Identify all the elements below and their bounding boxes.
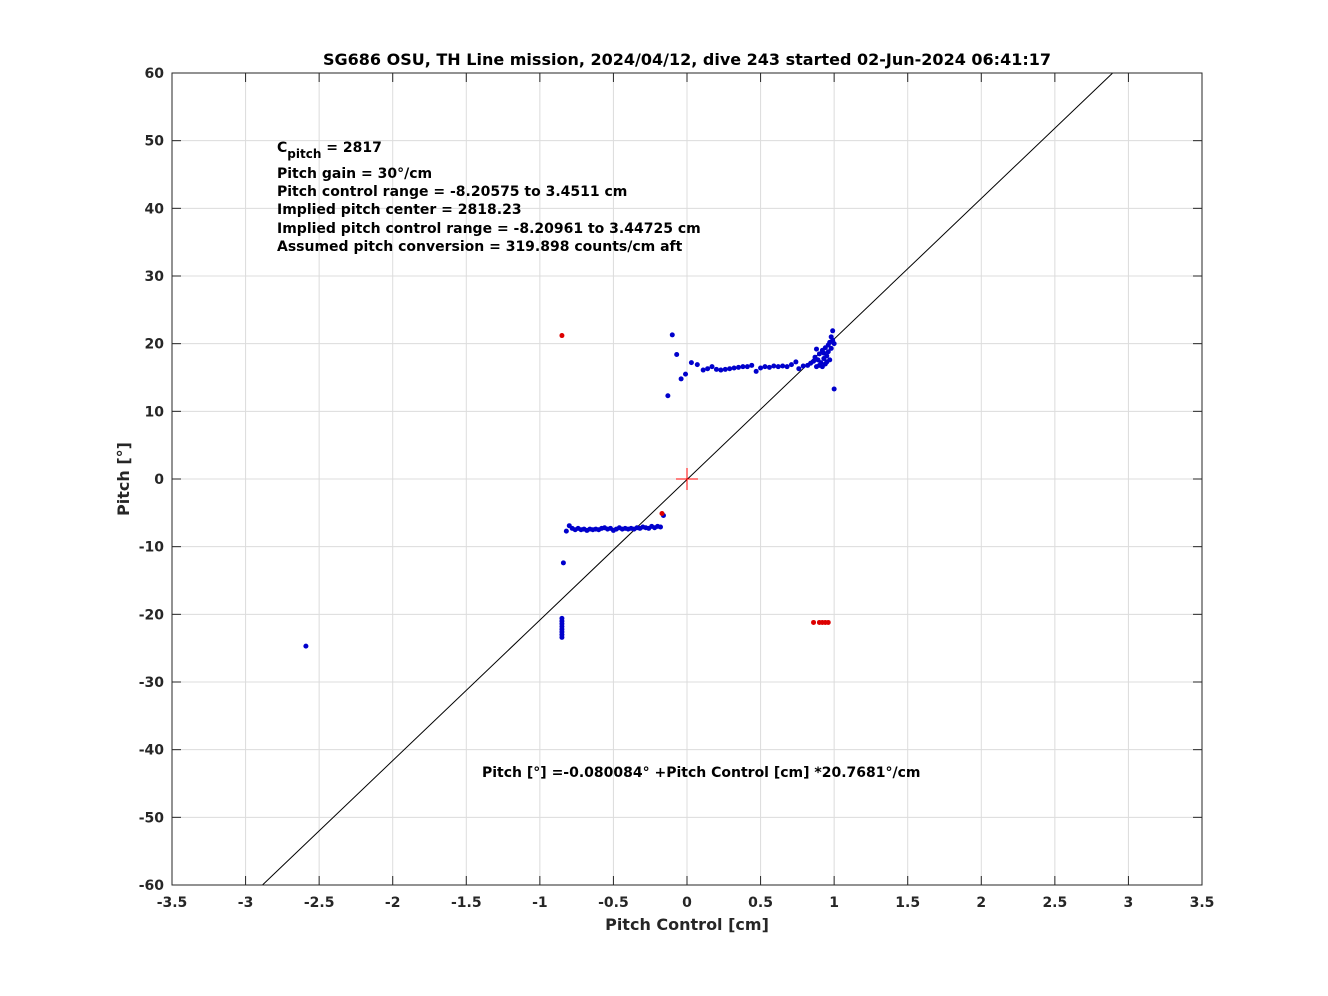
x-tick-label: -0.5 [598, 895, 629, 911]
blue-data-point [816, 351, 822, 357]
blue-data-point [762, 364, 768, 370]
pitch-gain-text: Pitch gain = 30°/cm [277, 166, 432, 182]
x-tick-label: 1 [829, 895, 839, 911]
blue-data-point [303, 643, 309, 649]
y-tick-label: -10 [139, 540, 165, 556]
blue-data-point [749, 362, 755, 368]
blue-data-point [727, 366, 733, 372]
blue-data-point [830, 328, 836, 334]
blue-data-point [700, 367, 706, 373]
blue-data-point [744, 364, 750, 370]
blue-data-point [831, 386, 837, 392]
implied-pitch-center-text: Implied pitch center = 2818.23 [277, 202, 522, 218]
fit-equation-text: Pitch [°] =-0.080084° +Pitch Control [cm… [482, 765, 921, 781]
y-tick-label: -30 [139, 675, 165, 691]
red-data-point [659, 511, 665, 517]
blue-data-point [766, 364, 772, 370]
blue-data-point [771, 363, 777, 369]
y-tick-label: 60 [145, 66, 165, 82]
c-pitch-subscript: pitch [287, 147, 321, 161]
blue-data-point [775, 364, 781, 370]
y-tick-label: -20 [139, 607, 165, 623]
blue-data-point [828, 345, 834, 351]
blue-data-point [563, 528, 569, 534]
red-data-point [559, 333, 565, 339]
blue-data-point [800, 363, 806, 369]
pitch-control-range-text: Pitch control range = -8.20575 to 3.4511… [277, 184, 627, 200]
x-tick-label: 3.5 [1190, 895, 1215, 911]
blue-data-point [831, 341, 837, 347]
c-pitch-value: = 2817 [321, 140, 381, 156]
blue-data-point [674, 351, 680, 357]
c-pitch-main: C [277, 140, 287, 156]
blue-data-point [758, 365, 764, 371]
implied-pitch-control-range-text: Implied pitch control range = -8.20961 t… [277, 221, 701, 237]
blue-data-point [780, 363, 786, 369]
c-pitch-label: Cpitch = 2817 [277, 140, 382, 161]
blue-data-point [827, 357, 833, 363]
blue-data-point [560, 560, 566, 566]
blue-data-point [722, 366, 728, 372]
blue-data-point [813, 346, 819, 352]
axis-ticks: -3.5 -3 -2.5 -2 -1.5 -1 -0.5 0 0.5 1 1.5 2 2.5 3 3.5 -6… [139, 66, 1215, 911]
blue-data-point [559, 634, 565, 640]
blue-data-point [818, 360, 824, 366]
y-tick-label: 20 [145, 337, 165, 353]
x-tick-label: -3.5 [157, 895, 188, 911]
y-tick-label: 50 [145, 134, 165, 150]
x-tick-label: 2.5 [1042, 895, 1067, 911]
chart-title: SG686 OSU, TH Line mission, 2024/04/12, … [323, 50, 1051, 69]
blue-data-point [825, 349, 831, 355]
x-tick-label: -3 [238, 895, 254, 911]
blue-data-point [705, 366, 711, 372]
x-tick-label: 0.5 [748, 895, 773, 911]
x-tick-label: 1.5 [895, 895, 920, 911]
y-tick-label: 10 [145, 404, 165, 420]
x-tick-label: -1 [532, 895, 548, 911]
x-axis-title: Pitch Control [cm] [605, 915, 769, 934]
blue-data-point [678, 376, 684, 382]
blue-data-point [793, 359, 799, 365]
y-axis-title: Pitch [°] [114, 442, 133, 516]
y-tick-label: 0 [154, 472, 164, 488]
blue-data-point [784, 364, 790, 370]
x-tick-label: -2 [385, 895, 401, 911]
blue-data-point [665, 393, 671, 399]
blue-data-point [753, 368, 759, 374]
center-marker [676, 468, 698, 490]
red-data-point [825, 619, 831, 625]
y-tick-label: -60 [139, 878, 165, 894]
blue-data-point [796, 366, 802, 372]
y-tick-label: -40 [139, 743, 165, 759]
x-tick-label: 3 [1124, 895, 1134, 911]
assumed-pitch-conversion-text: Assumed pitch conversion = 319.898 count… [277, 239, 683, 255]
data-points [303, 328, 837, 649]
blue-data-point [669, 332, 675, 338]
blue-data-point [811, 358, 817, 364]
info-annotation: Cpitch = 2817 Pitch gain = 30°/cm Pitch … [277, 140, 701, 255]
y-tick-label: 40 [145, 201, 165, 217]
blue-data-point [736, 364, 741, 370]
blue-data-point [713, 366, 719, 372]
blue-data-point [658, 524, 664, 530]
blue-data-point [683, 371, 689, 377]
x-tick-label: 2 [976, 895, 986, 911]
x-tick-label: -2.5 [304, 895, 335, 911]
y-tick-label: 30 [145, 269, 165, 285]
blue-data-point [731, 365, 737, 371]
blue-data-point [688, 360, 694, 366]
blue-data-point [694, 362, 700, 368]
blue-data-point [788, 362, 794, 368]
x-tick-label: -1.5 [451, 895, 482, 911]
blue-data-point [824, 353, 830, 359]
blue-data-point [718, 367, 724, 373]
blue-data-point [709, 364, 715, 370]
y-tick-label: -50 [139, 810, 165, 826]
blue-data-point [740, 364, 746, 370]
x-tick-label: 0 [682, 895, 692, 911]
red-data-point [811, 619, 817, 625]
